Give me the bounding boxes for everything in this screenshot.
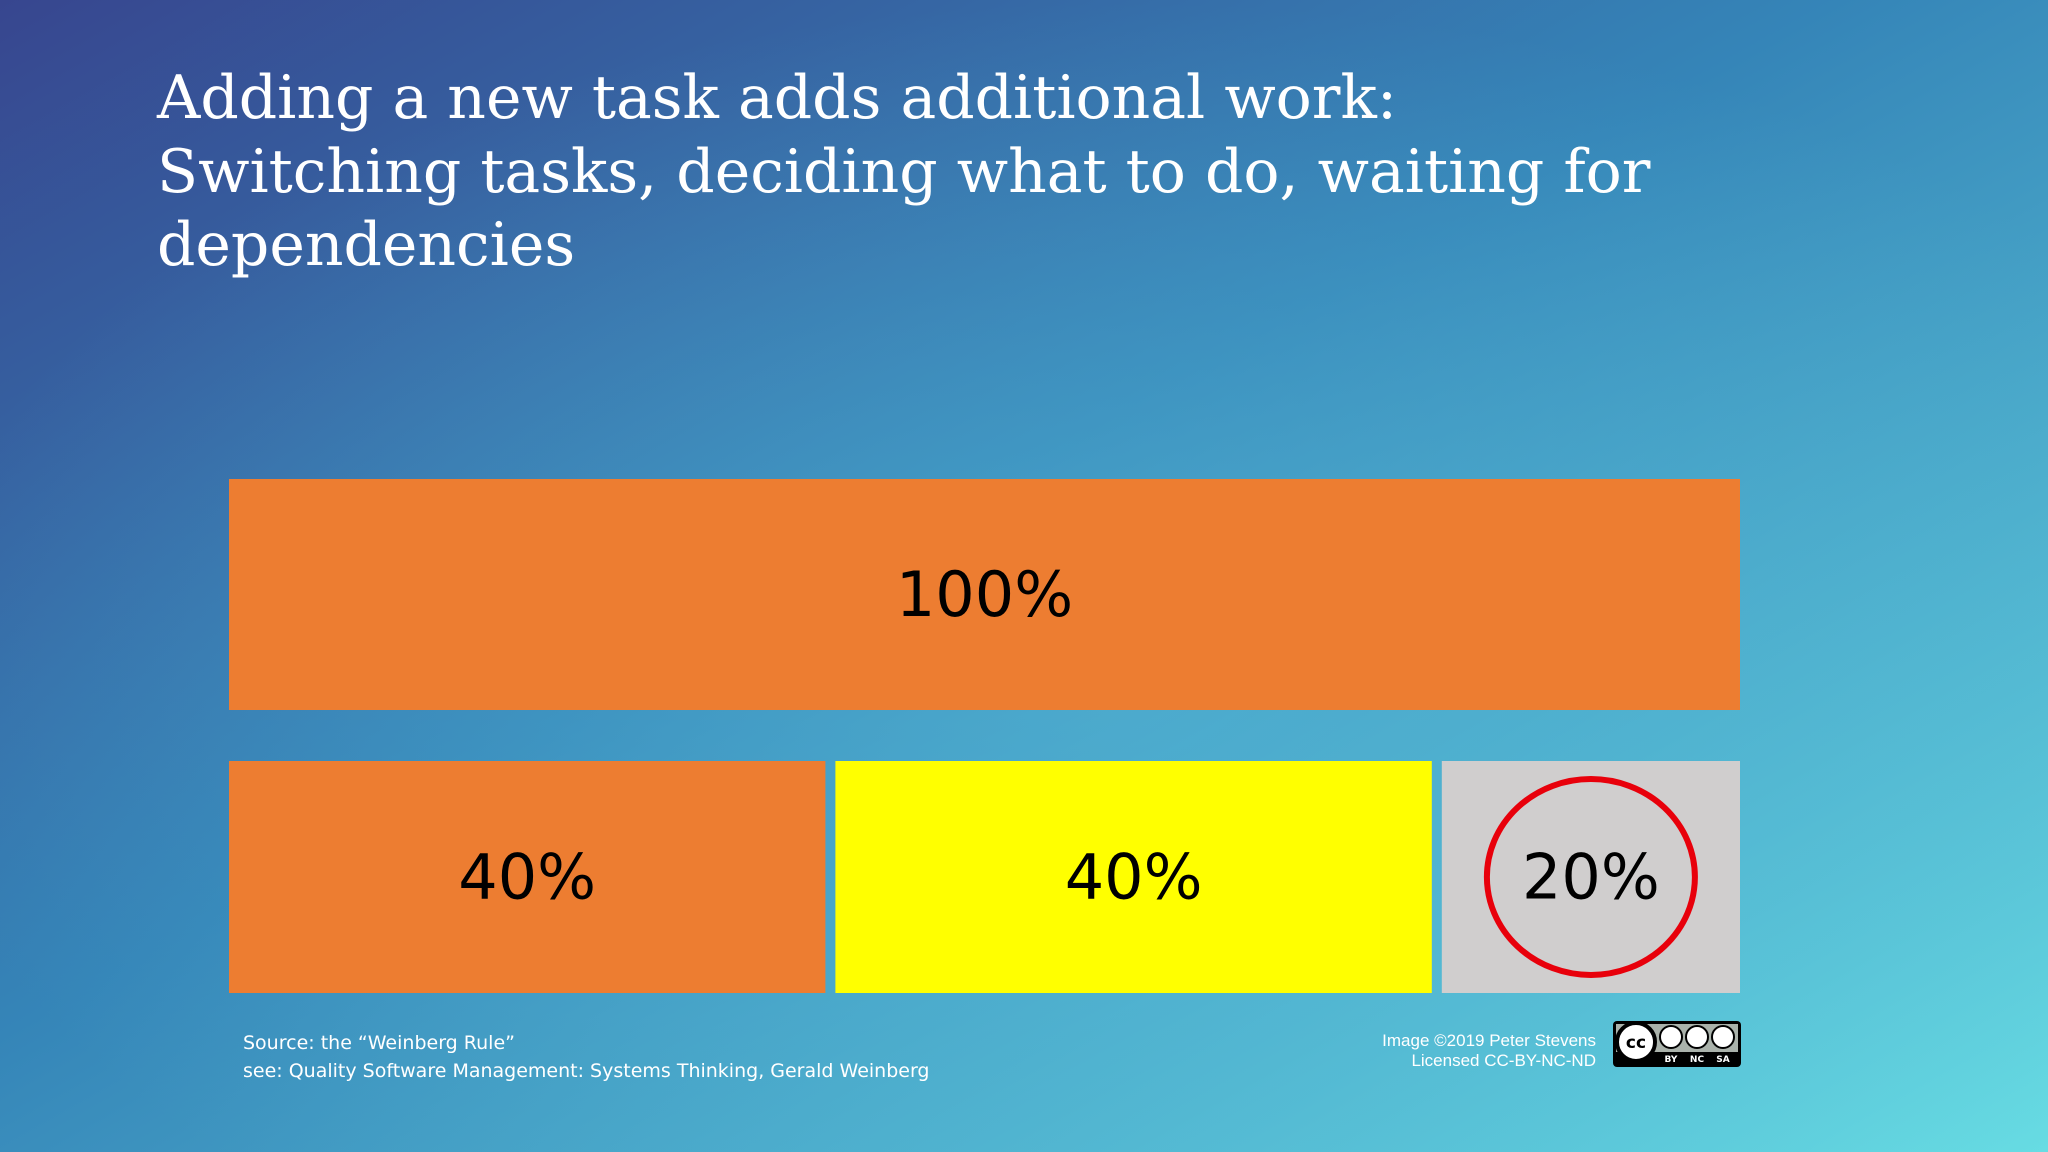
- license-badge: cc BY NC SA: [1613, 1021, 1741, 1067]
- segment-label: 40%: [1065, 841, 1203, 914]
- bar-segment: [1441, 761, 1740, 993]
- term-icon: [1685, 1025, 1709, 1049]
- source-line: see: Quality Software Management: System…: [243, 1060, 930, 1082]
- title-line: Switching tasks, deciding what to do, wa…: [157, 137, 1651, 207]
- term-icon: [1711, 1025, 1735, 1049]
- badge-term: SA: [1716, 1055, 1729, 1065]
- bar-segment: [835, 761, 1432, 993]
- source-line: Source: the “Weinberg Rule”: [243, 1032, 515, 1054]
- title-line: dependencies: [157, 210, 575, 280]
- bars: 100% 40% 40% 20%: [229, 479, 1740, 993]
- cc-circle: [1615, 1021, 1657, 1063]
- segment-label: 100%: [896, 558, 1073, 631]
- segment-label: 40%: [458, 841, 596, 914]
- term-icon: [1659, 1025, 1683, 1049]
- badge-term: NC: [1690, 1055, 1705, 1065]
- credit-line: Image ©2019 Peter Stevens: [1382, 1031, 1596, 1050]
- badge-term: BY: [1665, 1055, 1678, 1065]
- bar-segment: [229, 761, 826, 993]
- bar-segment: [229, 479, 1740, 710]
- credit-line: Licensed CC-BY-NC-ND: [1411, 1051, 1596, 1070]
- highlight-circle: [1483, 776, 1698, 978]
- title-line: Adding a new task adds additional work:: [156, 63, 1397, 133]
- segment-label: 20%: [1522, 841, 1660, 914]
- cc-logo: cc: [1626, 1033, 1646, 1053]
